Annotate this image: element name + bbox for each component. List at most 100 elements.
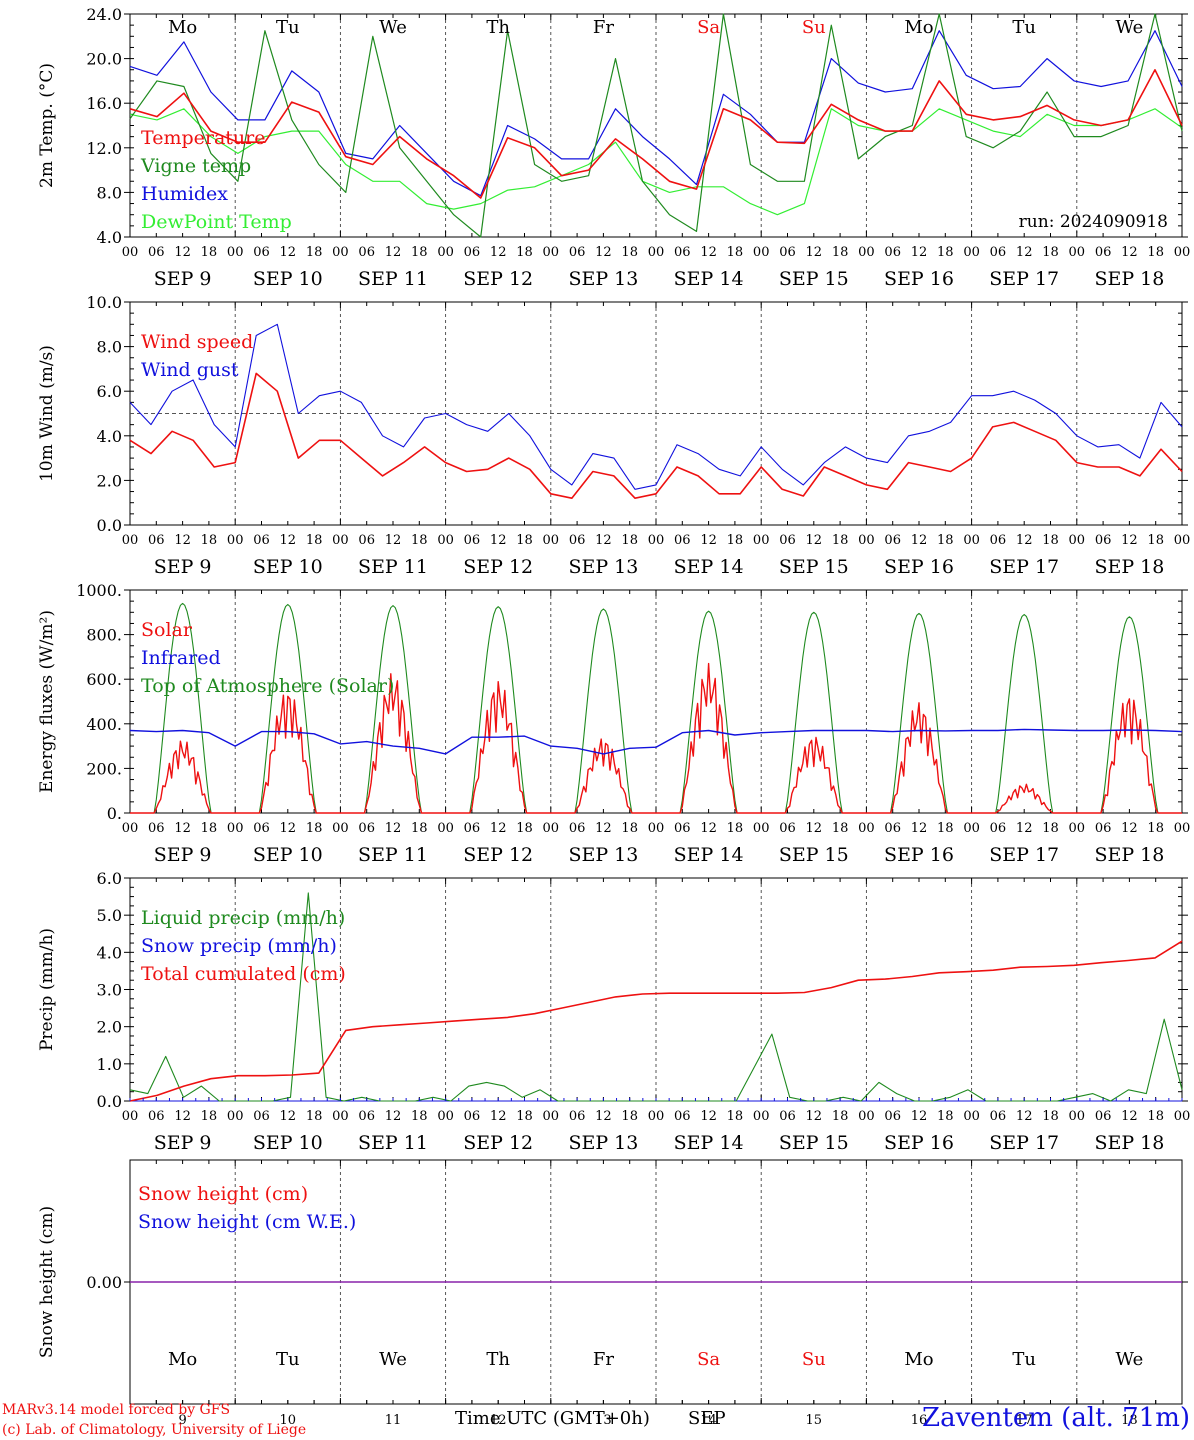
- hour-tick-label: 12: [700, 533, 717, 548]
- hour-tick-label: 06: [569, 821, 586, 836]
- weekday-label: We: [379, 1349, 407, 1370]
- hour-tick-label: 12: [1121, 533, 1138, 548]
- weekday-label: Sa: [697, 1349, 720, 1370]
- hour-tick-label: 06: [884, 1109, 901, 1124]
- legend-entry: Wind speed: [141, 331, 253, 353]
- hour-tick-label: 18: [306, 1109, 323, 1124]
- hour-tick-label: 06: [569, 245, 586, 260]
- y-axis-label: Energy fluxes (W/m²): [37, 610, 57, 793]
- date-label: SEP 14: [674, 556, 744, 578]
- weekday-label: Mo: [904, 17, 933, 38]
- panel-wind: [124, 301, 1188, 526]
- date-label: SEP 16: [884, 844, 954, 866]
- day-number-label: 12: [490, 1413, 507, 1428]
- y-tick-label: 8.0: [97, 338, 122, 357]
- legend-entry: Humidex: [141, 183, 228, 205]
- y-tick-label: 16.0: [86, 94, 122, 113]
- hour-tick-label: 00: [753, 821, 770, 836]
- legend-entry: Temperature: [141, 127, 265, 149]
- hour-tick-label: 18: [1147, 821, 1164, 836]
- y-tick-label: 0.: [107, 804, 122, 823]
- y-tick-label: 0.0: [97, 1092, 122, 1111]
- hour-tick-label: 00: [1174, 533, 1191, 548]
- hour-tick-label: 12: [280, 1109, 297, 1124]
- y-tick-label: 800.: [86, 626, 122, 645]
- weekday-label: Fr: [593, 17, 614, 38]
- hour-tick-label: 06: [358, 533, 375, 548]
- hour-tick-label: 06: [990, 1109, 1007, 1124]
- weekday-label: Su: [802, 1349, 826, 1370]
- hour-tick-label: 06: [1095, 245, 1112, 260]
- y-tick-label: 400.: [86, 715, 122, 734]
- hour-tick-label: 18: [411, 533, 428, 548]
- hour-tick-label: 12: [490, 821, 507, 836]
- hour-tick-label: 06: [884, 533, 901, 548]
- month-label: SEP: [688, 1408, 726, 1429]
- hour-tick-label: 00: [437, 1109, 454, 1124]
- hour-tick-label: 18: [832, 1109, 849, 1124]
- hour-tick-label: 12: [385, 533, 402, 548]
- hour-tick-label: 12: [1016, 1109, 1033, 1124]
- date-label: SEP 15: [779, 556, 849, 578]
- hour-tick-label: 12: [700, 245, 717, 260]
- hour-tick-label: 18: [621, 1109, 638, 1124]
- hour-tick-label: 00: [1069, 821, 1086, 836]
- y-tick-label: 3.0: [97, 981, 122, 1000]
- date-label: SEP 15: [779, 1132, 849, 1154]
- time-axis-label: Time UTC (GMT+0h): [455, 1408, 650, 1429]
- hour-tick-label: 00: [332, 245, 349, 260]
- y-tick-label: 8.0: [97, 183, 122, 202]
- hour-tick-label: 12: [806, 1109, 823, 1124]
- hour-tick-label: 12: [280, 245, 297, 260]
- hour-tick-label: 06: [464, 821, 481, 836]
- hour-tick-label: 18: [621, 533, 638, 548]
- hour-tick-label: 00: [1069, 1109, 1086, 1124]
- hour-tick-label: 18: [306, 821, 323, 836]
- date-label: SEP 10: [253, 556, 323, 578]
- date-label: SEP 14: [674, 1132, 744, 1154]
- hour-tick-label: 12: [595, 245, 612, 260]
- y-tick-label: 5.0: [97, 906, 122, 925]
- day-number-label: 9: [178, 1413, 186, 1428]
- hour-tick-label: 18: [937, 533, 954, 548]
- series-line-humidex: [129, 30, 1183, 197]
- hour-tick-label: 18: [411, 1109, 428, 1124]
- series-line-vigne-temp: [129, 13, 1183, 238]
- y-tick-label: 600.: [86, 670, 122, 689]
- hour-tick-label: 00: [858, 1109, 875, 1124]
- hour-tick-label: 00: [753, 245, 770, 260]
- date-label: SEP 15: [779, 844, 849, 866]
- hour-tick-label: 06: [464, 1109, 481, 1124]
- date-label: SEP 10: [253, 844, 323, 866]
- hour-tick-label: 06: [569, 533, 586, 548]
- hour-tick-label: 12: [385, 1109, 402, 1124]
- day-number-label: 11: [385, 1413, 402, 1428]
- hour-tick-label: 06: [358, 821, 375, 836]
- weekday-label: Tu: [276, 17, 300, 38]
- hour-tick-label: 06: [1095, 533, 1112, 548]
- hour-tick-label: 18: [306, 533, 323, 548]
- hour-tick-label: 00: [648, 1109, 665, 1124]
- hour-tick-label: 18: [1147, 245, 1164, 260]
- hour-tick-label: 06: [148, 533, 165, 548]
- hour-tick-label: 00: [1174, 821, 1191, 836]
- hour-tick-label: 00: [332, 1109, 349, 1124]
- hour-tick-label: 18: [201, 245, 218, 260]
- hour-tick-label: 06: [253, 1109, 270, 1124]
- hour-tick-label: 00: [122, 821, 139, 836]
- hour-tick-label: 18: [621, 245, 638, 260]
- hour-tick-label: 06: [1095, 821, 1112, 836]
- date-label: SEP 16: [884, 1132, 954, 1154]
- hour-tick-label: 12: [911, 821, 928, 836]
- hour-tick-label: 00: [227, 821, 244, 836]
- date-label: SEP 16: [884, 556, 954, 578]
- legend-entry: Liquid precip (mm/h): [141, 907, 345, 929]
- hour-tick-label: 12: [806, 533, 823, 548]
- legend-entry: Snow height (cm): [138, 1183, 308, 1205]
- y-axis-label: 10m Wind (m/s): [37, 345, 57, 482]
- day-number-label: 16: [911, 1413, 928, 1428]
- hour-tick-label: 12: [174, 1109, 191, 1124]
- hour-tick-label: 06: [358, 1109, 375, 1124]
- hour-tick-label: 12: [385, 821, 402, 836]
- y-tick-label: 12.0: [86, 139, 122, 158]
